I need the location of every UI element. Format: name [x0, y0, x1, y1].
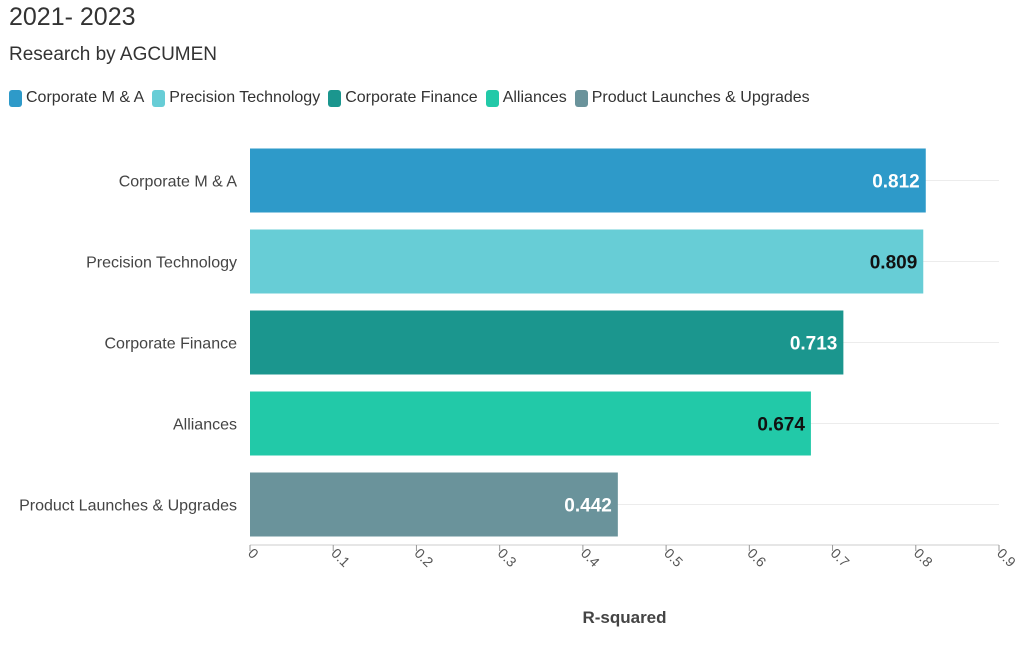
- category-label: Corporate M & A: [119, 174, 238, 191]
- category-label: Alliances: [173, 417, 237, 434]
- bar[interactable]: [250, 310, 844, 375]
- legend-label: Alliances: [502, 89, 567, 106]
- x-tick-label: 0: [245, 545, 262, 562]
- legend-label: Product Launches & Upgrades: [591, 89, 810, 106]
- x-tick-label: 0.7: [828, 545, 853, 570]
- x-tick-label: 0.6: [744, 545, 769, 570]
- category-label: Product Launches & Upgrades: [19, 498, 237, 515]
- data-label: 0.809: [870, 253, 918, 274]
- legend-label: Corporate M & A: [26, 89, 145, 106]
- bar[interactable]: [250, 148, 926, 213]
- legend-label: Corporate Finance: [345, 89, 478, 106]
- legend-swatch: [9, 89, 22, 107]
- legend-item[interactable]: Corporate M & A: [9, 89, 144, 107]
- bar[interactable]: [250, 472, 618, 537]
- data-label: 0.442: [564, 496, 612, 517]
- legend-swatch: [485, 89, 499, 107]
- legend-label: Precision Technology: [169, 89, 321, 106]
- x-tick-label: 0.4: [578, 545, 603, 570]
- legend-swatch: [574, 89, 588, 107]
- chart-legend: Corporate M & A Precision Technology Corpo…: [9, 89, 818, 107]
- x-tick-label: 0.9: [994, 545, 1019, 570]
- data-label: 0.674: [757, 415, 805, 436]
- legend-item[interactable]: Product Launches & Upgrades: [574, 89, 810, 107]
- category-label: Corporate Finance: [104, 336, 237, 353]
- bar[interactable]: [250, 391, 811, 456]
- legend-swatch: [328, 89, 342, 107]
- x-tick-label: 0.3: [495, 545, 520, 570]
- legend-item[interactable]: Corporate Finance: [328, 89, 478, 107]
- x-tick-label: 0.8: [911, 545, 936, 570]
- chart-title: 2021- 2023: [9, 3, 136, 31]
- bar[interactable]: [250, 229, 924, 294]
- x-tick-label: 0.5: [661, 545, 686, 570]
- data-label: 0.713: [790, 334, 838, 355]
- legend-item[interactable]: Alliances: [485, 89, 567, 107]
- x-tick-label: 0.1: [328, 545, 353, 570]
- legend-swatch: [152, 89, 166, 107]
- chart-subtitle: Research by AGCUMEN: [9, 44, 218, 65]
- category-label: Precision Technology: [86, 255, 237, 272]
- x-axis-label: R-squared: [582, 608, 666, 627]
- data-label: 0.812: [872, 172, 920, 193]
- x-tick-label: 0.2: [411, 545, 436, 570]
- legend-item[interactable]: Precision Technology: [152, 89, 320, 107]
